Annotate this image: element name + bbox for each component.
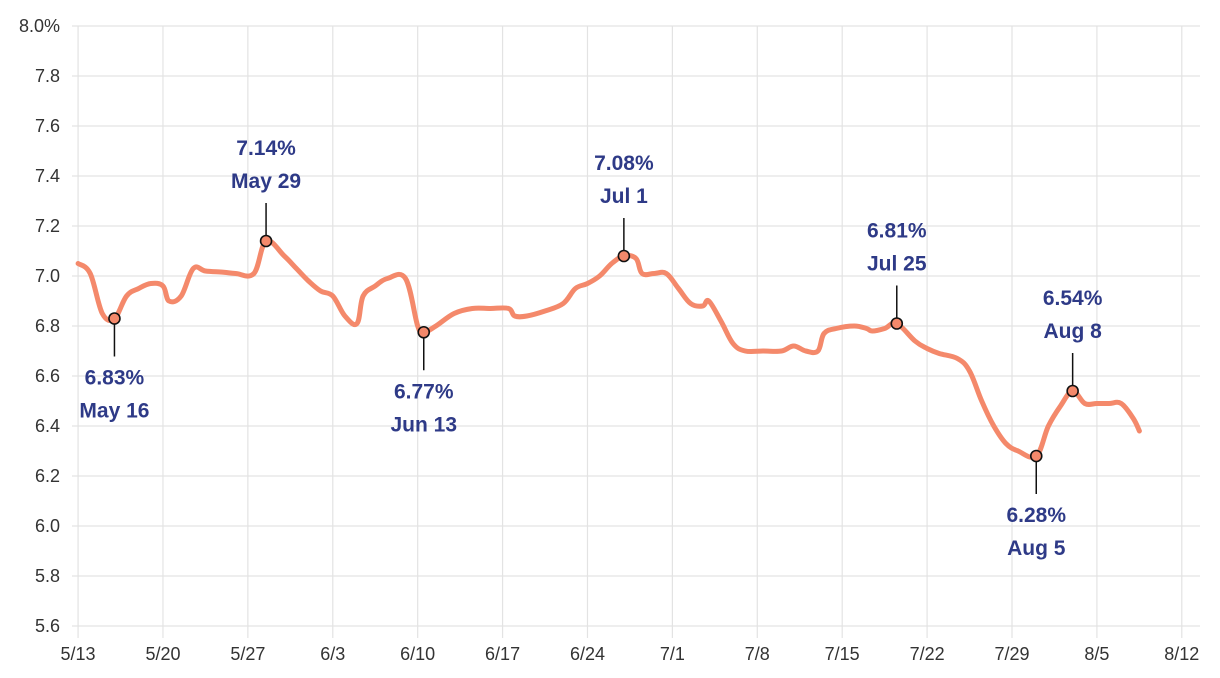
x-tick-label: 7/1 <box>660 644 685 664</box>
annotation-marker <box>417 325 431 339</box>
y-tick-label: 7.6 <box>35 116 60 136</box>
y-tick-label: 7.2 <box>35 216 60 236</box>
annotation: 6.54% Aug 8 <box>1043 287 1103 398</box>
y-tick-label: 7.0 <box>35 266 60 286</box>
grid <box>72 25 1200 638</box>
x-tick-label: 6/24 <box>570 644 605 664</box>
annotation: 6.77% Jun 13 <box>390 325 457 436</box>
y-tick-label: 5.6 <box>35 616 60 636</box>
annotation: 7.08% Jul 1 <box>594 152 654 263</box>
annotation: 7.14% May 29 <box>231 137 301 248</box>
annotation: 6.81% Jul 25 <box>867 220 927 330</box>
y-tick-label: 7.4 <box>35 166 60 186</box>
x-tick-label: 7/29 <box>994 644 1029 664</box>
y-tick-label: 8.0% <box>19 16 60 36</box>
x-tick-label: 8/12 <box>1164 644 1199 664</box>
x-axis-tick-labels: 5/13 5/20 5/27 6/3 6/10 6/17 6/24 7/1 7/8 7/15 7/2… <box>61 644 1200 664</box>
annotation-value-label: 6.54% <box>1043 287 1103 310</box>
annotation-date-label: Aug 8 <box>1043 320 1102 343</box>
y-tick-label: 6.2 <box>35 466 60 486</box>
y-axis-tick-labels: 5.6 5.8 6.0 6.2 6.4 6.6 6.8 7.0 7.2 7.4 7.6 7.8 8.0% <box>19 16 60 636</box>
annotation-date-label: Jul 25 <box>867 253 927 276</box>
y-tick-label: 6.6 <box>35 366 60 386</box>
annotation-marker <box>259 234 273 248</box>
x-tick-label: 5/20 <box>145 644 180 664</box>
x-tick-label: 6/10 <box>400 644 435 664</box>
annotation-marker <box>890 317 904 330</box>
x-tick-label: 7/22 <box>910 644 945 664</box>
y-tick-label: 6.8 <box>35 316 60 336</box>
x-tick-label: 7/15 <box>825 644 860 664</box>
x-tick-label: 6/17 <box>485 644 520 664</box>
annotation-value-label: 7.14% <box>236 137 296 160</box>
y-tick-label: 6.0 <box>35 516 60 536</box>
y-tick-label: 7.8 <box>35 66 60 86</box>
annotation-date-label: May 29 <box>231 170 301 193</box>
annotation-marker <box>617 249 631 263</box>
annotation-date-label: Jun 13 <box>390 413 457 436</box>
annotation-value-label: 6.77% <box>394 380 454 403</box>
x-tick-label: 7/8 <box>745 644 770 664</box>
y-tick-label: 5.8 <box>35 566 60 586</box>
annotation-date-label: May 16 <box>79 400 149 423</box>
annotation-marker <box>1066 384 1079 398</box>
x-tick-label: 8/5 <box>1084 644 1109 664</box>
annotation-value-label: 6.28% <box>1006 504 1066 527</box>
annotation-marker <box>108 312 121 325</box>
annotation: 6.28% Aug 5 <box>1006 449 1066 560</box>
annotation-marker <box>1029 449 1043 463</box>
annotation-value-label: 6.81% <box>867 220 927 243</box>
y-tick-label: 6.4 <box>35 416 60 436</box>
x-tick-label: 6/3 <box>320 644 345 664</box>
annotation-value-label: 6.83% <box>85 367 145 390</box>
annotation-date-label: Jul 1 <box>600 185 648 208</box>
x-tick-label: 5/27 <box>230 644 265 664</box>
annotations: 6.83% May 16 7.14% May 29 6.77% Jun 13 7.08% Ju… <box>79 137 1102 560</box>
annotation: 6.83% May 16 <box>79 312 149 423</box>
annotation-date-label: Aug 5 <box>1007 537 1066 560</box>
annotation-value-label: 7.08% <box>594 152 654 175</box>
x-tick-label: 5/13 <box>61 644 96 664</box>
